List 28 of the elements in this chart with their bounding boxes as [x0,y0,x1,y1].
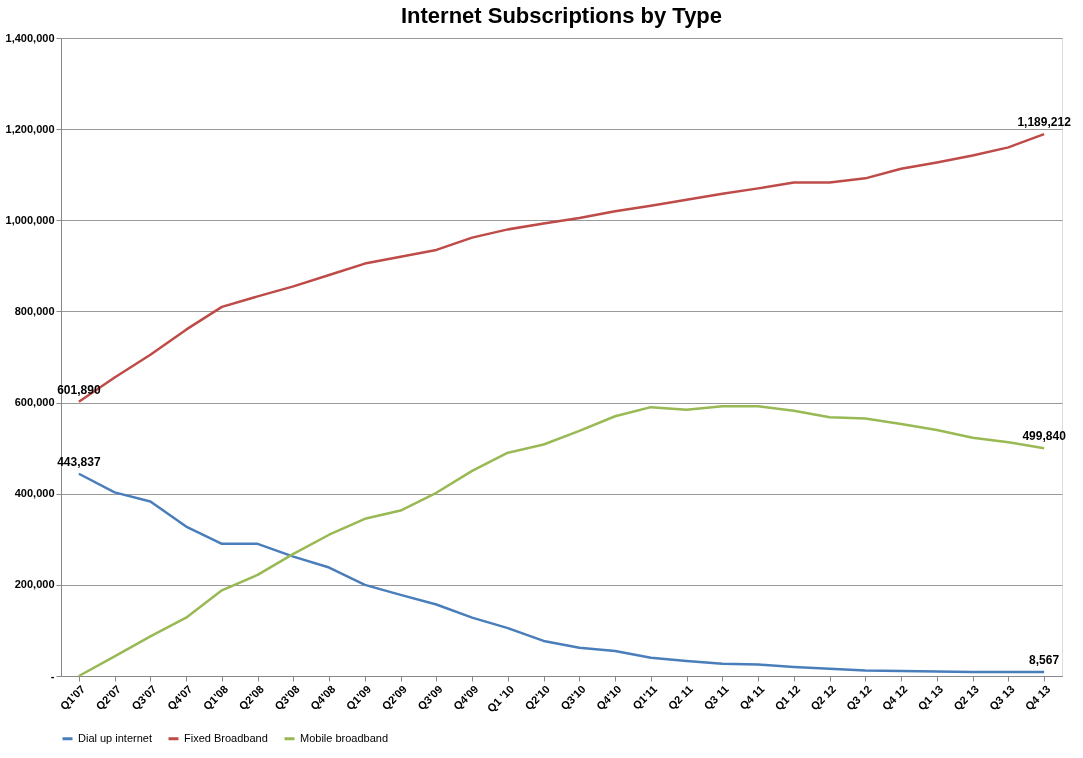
data-label: 443,837 [57,454,101,469]
x-tick-label: Q2 11 [665,682,695,713]
x-tick-label: Q2 13 [951,682,981,713]
x-tick-label: Q3 12 [843,682,874,713]
y-tick-label: 1,400,000 [5,31,55,44]
chart-title: Internet Subscriptions by Type [400,3,723,28]
x-tick-label: Q1 12 [772,682,803,713]
legend-label: Mobile broadband [300,731,389,744]
x-tick-label: Q3 13 [986,682,1017,713]
y-tick-label: - [50,669,55,682]
x-tick-label: Q2 12 [808,682,838,713]
data-label: 1,189,212 [1017,115,1072,130]
x-tick-label: Q4 13 [1022,682,1053,713]
y-tick-label: 1,000,000 [5,213,55,226]
x-tick-label: Q3 11 [701,682,731,713]
y-tick-label: 600,000 [14,396,55,409]
x-tick-label: Q1 '10 [484,682,517,715]
y-tick-label: 200,000 [14,578,55,591]
x-tick-label: Q4 11 [737,682,767,713]
legend-label: Dial up internet [78,731,152,744]
y-tick-label: 400,000 [14,487,55,500]
data-label: 8,567 [1029,653,1060,668]
data-label: 499,840 [1022,429,1067,444]
x-tick-label: Q1 13 [915,682,946,713]
y-tick-label: 800,000 [14,304,55,317]
y-tick-label: 1,200,000 [5,122,55,135]
legend-label: Fixed Broadband [184,731,268,744]
x-tick-label: Q4 12 [879,682,910,713]
